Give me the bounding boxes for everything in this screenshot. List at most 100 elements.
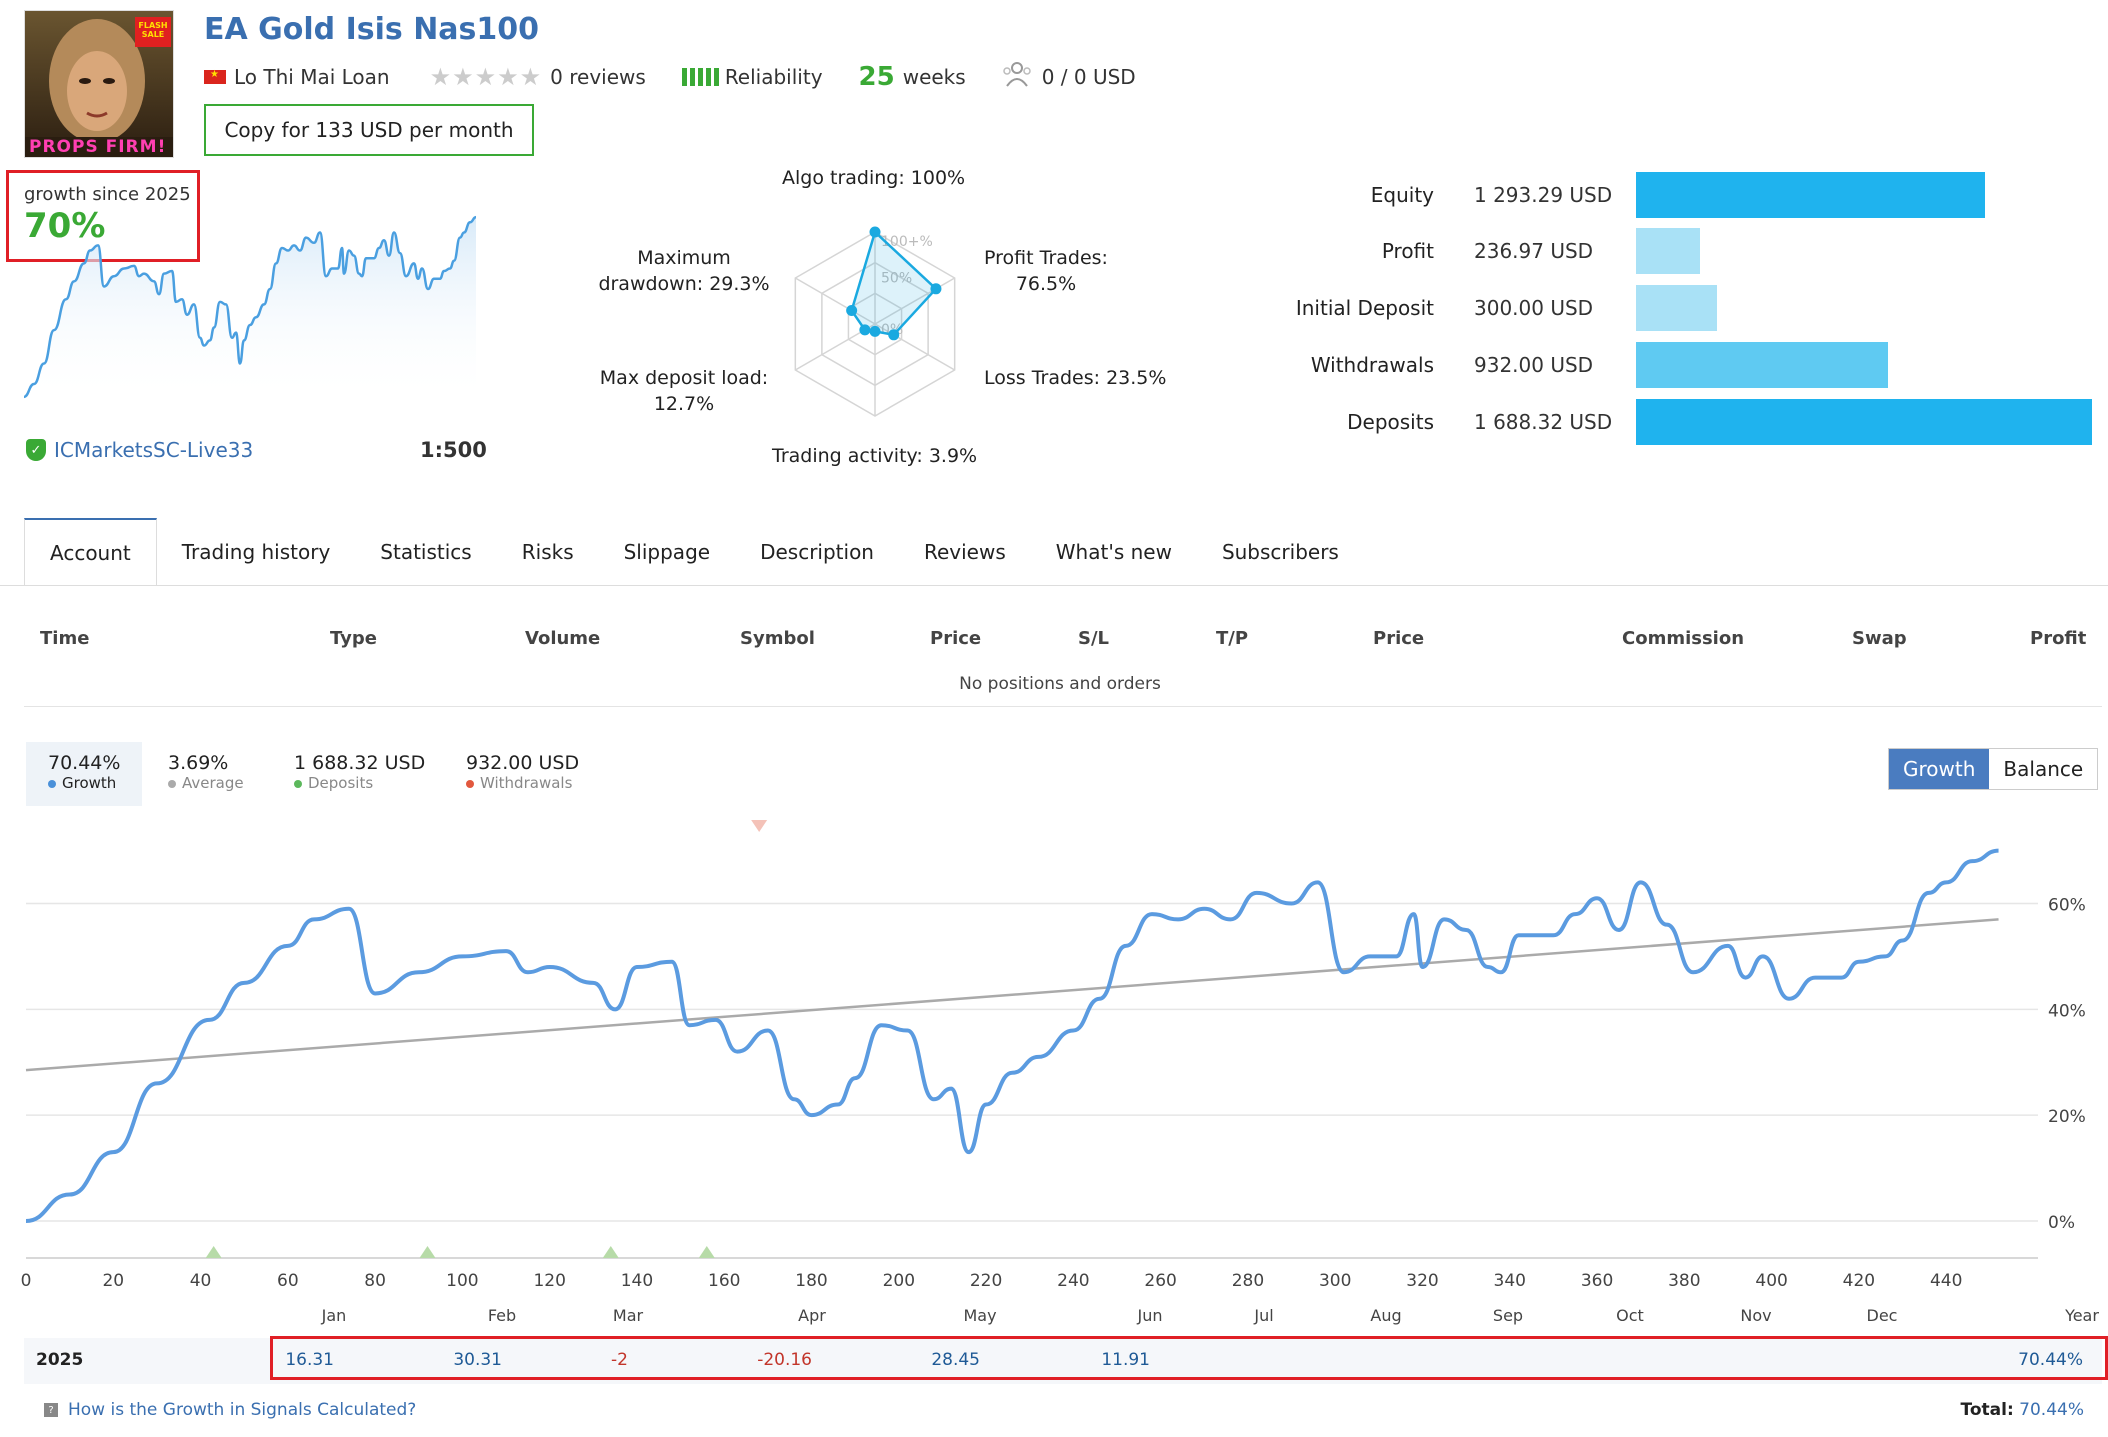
balance-bar <box>1636 399 2092 445</box>
total-label: Total: <box>1960 1400 2014 1420</box>
stat-value: 1 688.32 USD <box>294 752 426 774</box>
balance-label: Initial Deposit <box>1295 296 1434 320</box>
author-name[interactable]: Lo Thi Mai Loan <box>234 65 390 89</box>
x-tick-label: 160 <box>708 1271 740 1291</box>
column-header: S/L <box>1078 628 1110 649</box>
month-header: Oct <box>1616 1306 1644 1325</box>
deposit-marker[interactable] <box>419 1246 436 1258</box>
signal-avatar[interactable]: PROPS FIRM! FLASH SALE <box>24 10 174 158</box>
radar-chart: 100+%50%0% <box>794 226 956 417</box>
stat-deposits[interactable]: 1 688.32 USD Deposits <box>272 742 447 806</box>
x-tick-label: 60 <box>277 1271 299 1291</box>
radar-point <box>846 305 858 317</box>
stat-withdrawals[interactable]: 932.00 USD Withdrawals <box>444 742 601 806</box>
balance-value: 1 293.29 USD <box>1474 183 1613 207</box>
signal-meta: Lo Thi Mai Loan ★★★★★ 0 reviews Reliabil… <box>204 62 1136 92</box>
copy-signal-button[interactable]: Copy for 133 USD per month <box>204 104 534 156</box>
deposit-marker[interactable] <box>205 1246 222 1258</box>
stat-label-text: Average <box>182 774 244 792</box>
tab-bar: Account Trading history Statistics Risks Sli… <box>24 518 1364 586</box>
balance-label: Equity <box>1370 183 1434 207</box>
growth-highlight-box <box>6 170 200 262</box>
x-tick-label: 400 <box>1755 1271 1787 1291</box>
x-tick-label: 100 <box>446 1271 478 1291</box>
radar-label-profit: Profit Trades: 76.5% <box>984 247 1108 295</box>
column-header: Volume <box>525 628 601 649</box>
column-header: Profit <box>2030 628 2087 649</box>
radar-point <box>888 329 900 341</box>
radar-point <box>869 325 881 337</box>
year-month-value: 30.31 <box>453 1350 502 1370</box>
radar-ring-label: 100+% <box>881 234 933 250</box>
year-month-value: 16.31 <box>285 1350 334 1370</box>
radar-label-drawdown: Maximum drawdown: 29.3% <box>598 247 770 295</box>
balance-label: Withdrawals <box>1310 353 1434 377</box>
vietnam-flag-icon <box>204 69 226 84</box>
column-header: Type <box>330 628 377 649</box>
deposit-marker[interactable] <box>602 1246 619 1258</box>
mini-area <box>24 217 476 402</box>
stat-value: 3.69% <box>168 752 229 774</box>
withdrawal-marker[interactable] <box>751 820 768 832</box>
radar-point <box>869 226 881 238</box>
subscribers-icon <box>1002 61 1032 93</box>
tab-reviews[interactable]: Reviews <box>923 540 1006 564</box>
help-icon: ? <box>44 1403 58 1417</box>
legend-dot-icon <box>294 779 302 788</box>
help-link-text[interactable]: How is the Growth in Signals Calculated? <box>68 1400 417 1420</box>
month-header: Year <box>2065 1306 2099 1325</box>
month-header: Feb <box>487 1306 517 1325</box>
month-header: Jan <box>321 1306 347 1325</box>
growth-chart[interactable]: 0% 20% 40% 60% 0 20 40 60 80 100 120 140 160 180 200 22… <box>0 800 2108 1300</box>
signal-title[interactable]: EA Gold Isis Nas100 <box>204 12 540 47</box>
column-header: Swap <box>1852 628 1907 649</box>
stat-label: Withdrawals <box>466 774 579 792</box>
year-month-value: -20.16 <box>757 1350 812 1370</box>
tab-subscribers[interactable]: Subscribers <box>1221 540 1339 564</box>
legend-dot-icon <box>48 779 56 788</box>
balance-bar <box>1636 172 1985 218</box>
year-month-value: 70.44% <box>2018 1350 2083 1370</box>
stat-growth[interactable]: 70.44% Growth <box>26 742 143 806</box>
stat-label-text: Growth <box>62 774 117 792</box>
stat-label: Average <box>168 774 244 792</box>
y-tick-label: 0% <box>2048 1213 2075 1233</box>
leverage: 1:500 <box>420 438 487 462</box>
tab-trading-history[interactable]: Trading history <box>181 540 331 564</box>
x-tick-label: 360 <box>1581 1271 1613 1291</box>
tab-statistics[interactable]: Statistics <box>380 540 472 564</box>
tab-what-s-new[interactable]: What's new <box>1055 540 1172 564</box>
x-tick-label: 440 <box>1930 1271 1962 1291</box>
tab-risks[interactable]: Risks <box>521 540 574 564</box>
radar-label-deposit-load: Max deposit load: 12.7% <box>599 367 769 415</box>
x-tick-label: 340 <box>1494 1271 1526 1291</box>
legend-dot-icon <box>168 779 176 788</box>
tab-description[interactable]: Description <box>760 540 874 564</box>
growth-help-link[interactable]: ? How is the Growth in Signals Calculate… <box>44 1400 416 1420</box>
x-tick-label: 180 <box>795 1271 827 1291</box>
column-header: Symbol <box>740 628 815 649</box>
broker-link[interactable]: ✓ ICMarketsSC-Live33 <box>26 438 253 462</box>
growth-line[interactable] <box>25 848 1999 1223</box>
rating-stars-icon[interactable]: ★★★★★ <box>429 63 543 91</box>
no-positions-text: No positions and orders <box>959 674 1161 694</box>
column-header: Time <box>40 628 90 649</box>
balance-row: Deposits 1 688.32 USD <box>1200 399 1634 445</box>
growth-toggle-button[interactable]: Growth <box>1889 749 1990 789</box>
radar-point <box>859 324 871 336</box>
legend-dot-icon <box>466 779 474 788</box>
mini-growth-chart <box>24 215 476 402</box>
reviews-count[interactable]: 0 reviews <box>550 65 646 89</box>
reliability-label: Reliability <box>724 65 823 89</box>
verified-shield-icon: ✓ <box>26 439 46 461</box>
deposit-marker[interactable] <box>698 1246 715 1258</box>
broker-name[interactable]: ICMarketsSC-Live33 <box>54 438 254 462</box>
tab-account[interactable]: Account <box>24 518 157 586</box>
balance-toggle-button[interactable]: Balance <box>2003 757 2084 781</box>
radar-spoke <box>874 323 956 371</box>
month-header: Aug <box>1370 1306 1402 1325</box>
balance-value: 932.00 USD <box>1474 353 1594 377</box>
x-tick-label: 0 <box>21 1271 32 1291</box>
stat-average[interactable]: 3.69% Average <box>146 742 266 806</box>
tab-slippage[interactable]: Slippage <box>623 540 711 564</box>
